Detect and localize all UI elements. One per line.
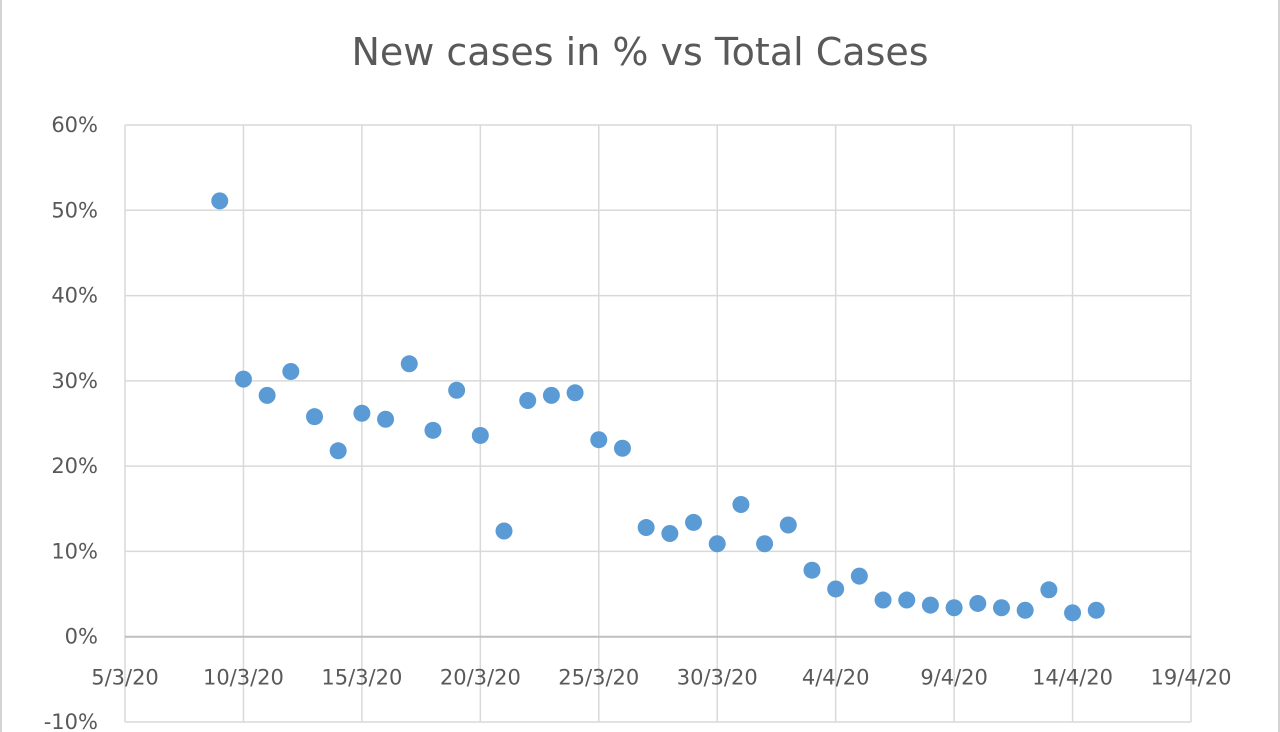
data-point (566, 384, 584, 402)
y-tick-label: 30% (51, 369, 98, 393)
data-point (827, 580, 845, 598)
y-tick-label: 60% (51, 113, 98, 137)
x-tick-label: 5/3/20 (91, 666, 159, 690)
data-point (732, 496, 750, 514)
data-point (1040, 581, 1058, 599)
data-point (803, 561, 821, 579)
y-tick-label: 10% (51, 539, 98, 563)
x-tick-label: 19/4/20 (1151, 666, 1232, 690)
x-tick-label: 9/4/20 (920, 666, 988, 690)
x-tick-label: 25/3/20 (558, 666, 639, 690)
data-point (590, 431, 608, 449)
data-point (329, 442, 347, 460)
data-point (874, 591, 892, 609)
grid-layer (124, 124, 1192, 723)
data-point (471, 426, 489, 444)
data-point (353, 404, 371, 422)
data-point (613, 439, 631, 457)
data-point (898, 591, 916, 609)
y-tick-label: 50% (51, 198, 98, 222)
x-tick-label: 14/4/20 (1032, 666, 1113, 690)
data-point (708, 535, 726, 553)
data-point (850, 567, 868, 585)
data-point (756, 535, 774, 553)
y-tick-label: 40% (51, 284, 98, 308)
y-tick-label: 20% (51, 454, 98, 478)
data-point (400, 355, 418, 373)
data-point (685, 513, 703, 531)
y-tick-label: -10% (44, 710, 98, 732)
x-tick-label: 20/3/20 (440, 666, 521, 690)
x-tick-label: 10/3/20 (203, 666, 284, 690)
data-point (1064, 604, 1082, 622)
data-point (542, 386, 560, 404)
data-point (282, 362, 300, 380)
data-point (661, 525, 679, 543)
y-tick-label: 0% (65, 625, 98, 649)
data-point (495, 522, 513, 540)
data-point (779, 516, 797, 534)
data-point (306, 408, 324, 426)
data-point (258, 386, 276, 404)
x-tick-label: 4/4/20 (802, 666, 870, 690)
chart-title: New cases in % vs Total Cases (351, 30, 929, 74)
data-points (211, 192, 1105, 622)
x-tick-label: 30/3/20 (677, 666, 758, 690)
data-point (1087, 601, 1105, 619)
data-point (945, 599, 963, 617)
data-point (1016, 601, 1034, 619)
data-point (921, 596, 939, 614)
data-point (969, 594, 987, 612)
data-point (424, 421, 442, 439)
data-point (234, 370, 252, 388)
x-tick-label: 15/3/20 (321, 666, 402, 690)
data-point (448, 381, 466, 399)
data-point (992, 599, 1010, 617)
tick-labels: -10% 0% 10% 20% 30% 40% 50% 60% 5/3/20 10/3/20 15/… (44, 113, 1232, 732)
data-point (211, 192, 229, 210)
data-point (519, 391, 537, 409)
data-point (637, 519, 655, 537)
data-point (377, 410, 395, 428)
